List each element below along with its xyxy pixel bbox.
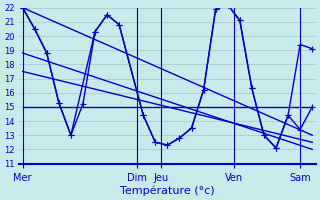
X-axis label: Température (°c): Température (°c)	[120, 185, 215, 196]
